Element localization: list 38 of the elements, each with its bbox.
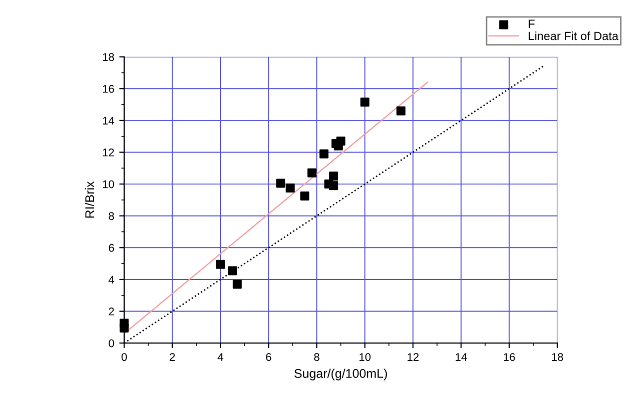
point — [286, 184, 295, 193]
y-tick-label: 18 — [102, 53, 114, 61]
x-tick-label: 10 — [360, 353, 371, 361]
legend-label: Linear Fit of Data — [528, 31, 618, 40]
point — [396, 106, 406, 116]
point — [329, 181, 338, 190]
x-tick-label: 2 — [170, 353, 175, 361]
point — [228, 266, 238, 276]
x-tick-label: 0 — [122, 353, 127, 361]
point — [307, 168, 316, 178]
y-tick-label: 10 — [102, 180, 114, 188]
point — [360, 98, 370, 107]
legend-label: F — [528, 20, 535, 28]
x-tick-label: 18 — [552, 353, 564, 361]
point — [329, 172, 338, 181]
y-tick-label: 6 — [108, 244, 114, 252]
point — [232, 280, 242, 289]
y-tick-label: 8 — [108, 212, 114, 220]
y-tick-label: 2 — [108, 308, 114, 316]
y-axis-title: RI/Brix — [84, 181, 94, 218]
x-axis-title: Sugar/(g/100mL) — [294, 368, 387, 380]
point — [120, 318, 129, 328]
point — [319, 149, 328, 158]
y-tick-label: 12 — [102, 148, 114, 156]
point — [276, 178, 286, 188]
x-tick-label: 14 — [456, 353, 467, 361]
x-tick-label: 16 — [504, 353, 515, 361]
x-tick-label: 12 — [408, 353, 419, 361]
point — [336, 136, 346, 146]
x-tick-label: 6 — [266, 353, 272, 361]
point — [300, 191, 310, 200]
y-tick-label: 16 — [102, 84, 114, 93]
y-tick-label: 0 — [108, 339, 114, 348]
x-tick-label: 8 — [314, 353, 320, 361]
point — [216, 260, 225, 269]
x-tick-label: 4 — [218, 353, 224, 361]
y-tick-label: 4 — [108, 276, 114, 284]
y-tick-label: 14 — [102, 116, 114, 124]
